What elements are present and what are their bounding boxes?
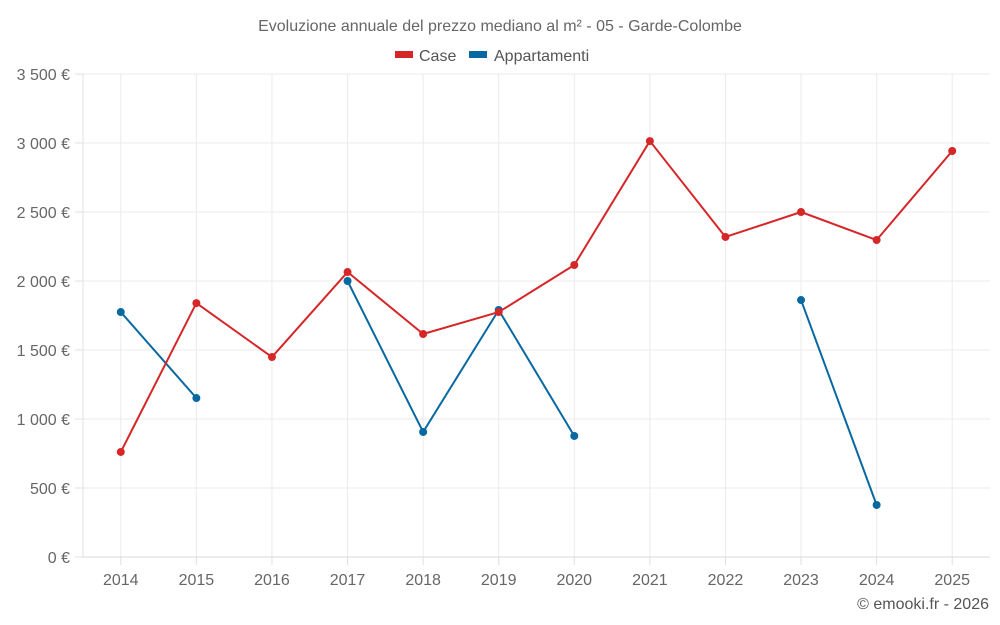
x-tick-label: 2016 — [254, 572, 290, 589]
series-line-appartamenti — [120, 311, 198, 399]
data-point-case-2015[interactable] — [192, 299, 201, 308]
credit-text: © emooki.fr - 2026 — [857, 596, 989, 613]
data-point-case-2023[interactable] — [797, 208, 806, 216]
data-point-appartamenti-2023[interactable] — [797, 296, 806, 305]
data-point-case-2016[interactable] — [267, 353, 276, 362]
y-tick-label: 1 500 € — [17, 343, 70, 360]
x-tick-label: 2021 — [632, 572, 668, 589]
legend-swatch-appartamenti — [469, 51, 487, 58]
series-case — [116, 137, 957, 456]
data-point-case-2017[interactable] — [343, 268, 352, 277]
series-line-case — [119, 140, 953, 453]
legend-item-appartamenti[interactable]: Appartamenti — [469, 48, 589, 65]
y-tick-label: 1 000 € — [17, 412, 70, 429]
data-point-case-2019[interactable] — [494, 308, 503, 317]
y-tick-label: 2 500 € — [17, 205, 70, 222]
data-point-appartamenti-2020[interactable] — [570, 431, 579, 440]
data-point-case-2024[interactable] — [872, 236, 881, 245]
data-point-appartamenti-2024[interactable] — [872, 500, 881, 509]
x-tick-label: 2022 — [708, 572, 744, 589]
data-point-case-2014[interactable] — [116, 447, 125, 456]
series-line-appartamenti — [346, 280, 576, 437]
data-point-case-2021[interactable] — [645, 137, 654, 146]
legend-swatch-case — [395, 51, 413, 58]
plot-area — [116, 137, 957, 509]
x-tick-label: 2025 — [934, 572, 970, 589]
data-point-case-2025[interactable] — [948, 147, 957, 156]
legend-label-case: Case — [419, 48, 456, 65]
data-point-appartamenti-2018[interactable] — [419, 427, 428, 436]
series-appartamenti — [116, 277, 881, 509]
y-axis: 0 € 500 € 1 000 € 1 500 € 2 000 € 2 500 € 3 00… — [17, 67, 84, 567]
x-tick-label: 2024 — [859, 572, 895, 589]
x-tick-label: 2020 — [556, 572, 592, 589]
y-tick-label: 3 500 € — [17, 67, 70, 84]
y-tick-label: 3 000 € — [17, 136, 70, 153]
data-point-appartamenti-2014[interactable] — [116, 308, 125, 317]
gridlines — [83, 73, 990, 558]
data-point-case-2018[interactable] — [419, 329, 428, 338]
chart-title: Evoluzione annuale del prezzo mediano al… — [258, 18, 742, 35]
y-tick-label: 0 € — [48, 550, 70, 567]
x-tick-label: 2017 — [330, 572, 366, 589]
series-line-appartamenti — [800, 299, 878, 506]
y-tick-label: 2 000 € — [17, 274, 70, 291]
x-tick-label: 2014 — [103, 572, 139, 589]
legend: Case Appartamenti — [395, 48, 589, 65]
x-tick-label: 2019 — [481, 572, 517, 589]
legend-label-appartamenti: Appartamenti — [494, 48, 589, 65]
x-axis: 2014 2015 2016 2017 2018 2019 2020 2021 2022 2023… — [83, 556, 990, 589]
legend-item-case[interactable]: Case — [395, 48, 456, 65]
data-point-appartamenti-2017[interactable] — [343, 277, 352, 285]
x-tick-label: 2018 — [405, 572, 441, 589]
x-tick-label: 2023 — [783, 572, 819, 589]
data-point-case-2020[interactable] — [570, 260, 579, 269]
data-point-appartamenti-2015[interactable] — [192, 394, 201, 403]
x-tick-label: 2015 — [179, 572, 215, 589]
data-point-case-2022[interactable] — [721, 232, 730, 241]
y-tick-label: 500 € — [30, 481, 70, 498]
